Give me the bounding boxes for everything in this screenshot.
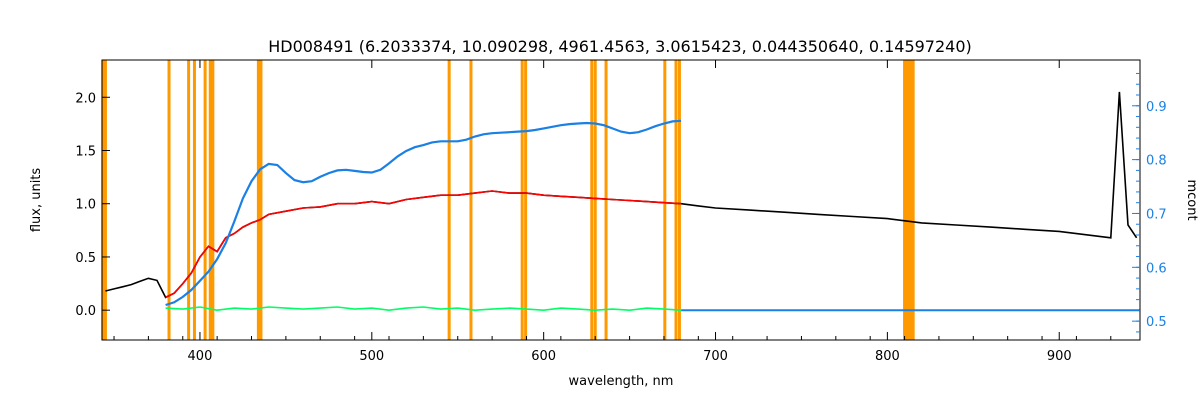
y2-axis-label: mcont xyxy=(1184,179,1199,220)
x-tick-label: 400 xyxy=(188,349,213,364)
y-tick-label: 2.0 xyxy=(75,91,96,106)
y2-tick-label: 0.7 xyxy=(1146,207,1167,222)
y-tick-label: 1.5 xyxy=(75,144,96,159)
y-tick-label: 0.5 xyxy=(75,251,96,266)
x-axis-label: wavelength, nm xyxy=(569,374,674,389)
y-axis-right: 0.5 0.6 0.7 0.8 0.9 xyxy=(1132,72,1167,333)
y2-tick-label: 0.8 xyxy=(1146,154,1167,169)
series-group xyxy=(105,91,1140,312)
x-tick-label: 800 xyxy=(875,349,900,364)
x-tick-label: 900 xyxy=(1047,349,1072,364)
x-tick-label: 500 xyxy=(359,349,384,364)
y-axis-label: flux, units xyxy=(29,168,44,233)
x-tick-label: 600 xyxy=(531,349,556,364)
series-residual xyxy=(165,306,682,312)
y-tick-label: 0.0 xyxy=(75,304,96,319)
y2-tick-label: 0.5 xyxy=(1146,315,1167,330)
series-continuum xyxy=(165,119,682,307)
x-tick-label: 700 xyxy=(703,349,728,364)
y-tick-label: 1.0 xyxy=(75,198,96,213)
plot-frame xyxy=(101,59,1141,341)
y2-tick-label: 0.6 xyxy=(1146,261,1167,276)
y2-tick-label: 0.9 xyxy=(1146,100,1167,115)
x-axis: 400 500 600 700 800 900 xyxy=(113,60,1112,364)
chart-title: HD008491 (6.2033374, 10.090298, 4961.456… xyxy=(268,37,972,56)
mask-lines xyxy=(101,60,915,340)
series-model xyxy=(165,190,682,299)
y-axis-left: 0.0 0.5 1.0 1.5 2.0 xyxy=(75,91,110,319)
